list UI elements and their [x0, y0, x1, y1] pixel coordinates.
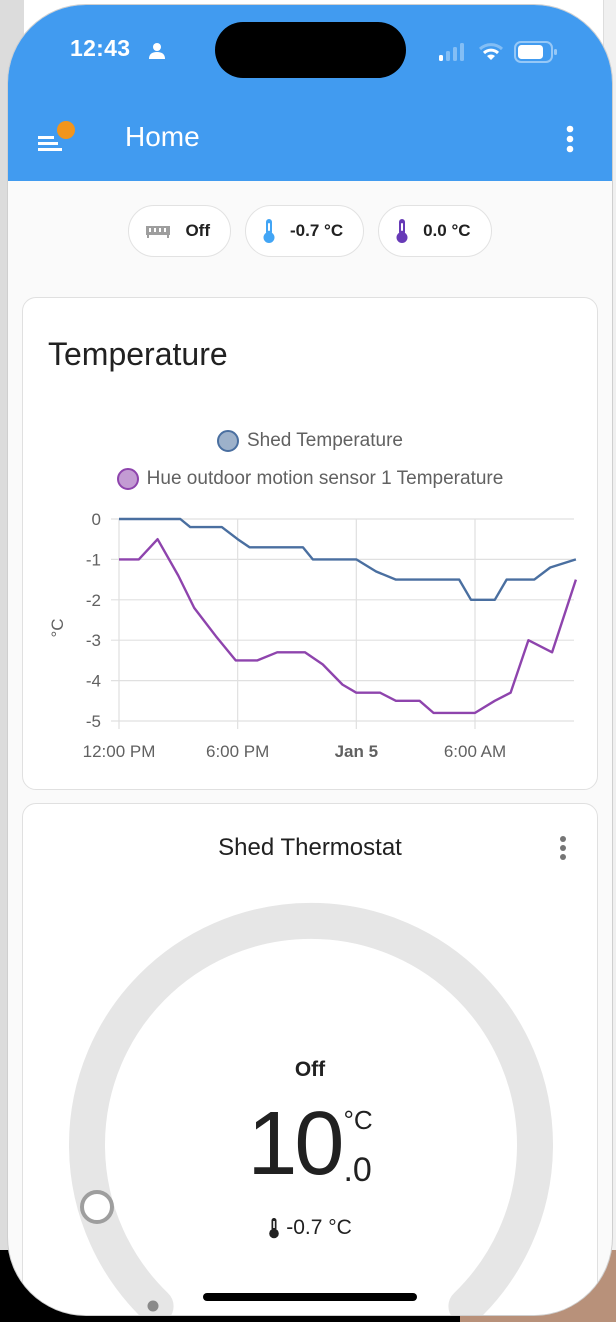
series-line: [119, 517, 577, 601]
app-bar: 12:43: [8, 5, 612, 181]
target-integer: 10: [247, 1094, 344, 1194]
dial-handle[interactable]: [80, 1190, 114, 1224]
signal-icon: [438, 42, 468, 67]
legend-label: Shed Temperature: [247, 430, 403, 451]
page-title: Home: [125, 121, 200, 152]
target-temperature: 10 °C .0: [23, 1099, 597, 1189]
svg-text:-5: -5: [86, 712, 101, 731]
y-axis-ticks: 0 -1 -2 -3 -4 -5: [86, 510, 101, 731]
svg-text:-4: -4: [86, 672, 101, 691]
chart-series: [119, 517, 578, 715]
home-indicator[interactable]: [203, 1293, 417, 1301]
chip-label: -0.7 °C: [290, 221, 344, 240]
thermometer-icon: [396, 219, 408, 243]
chip-label: Off: [185, 221, 210, 240]
thermostat-card: Shed Thermostat Off 10 °C .0 -0.7 °C: [22, 803, 598, 1315]
chart-grid: [111, 518, 574, 729]
temperature-history-card[interactable]: Temperature Shed Temperature Hue outdoor…: [22, 297, 598, 790]
chip-outdoor-temperature[interactable]: 0.0 °C: [378, 205, 492, 257]
legend-item-shed[interactable]: Shed Temperature: [23, 422, 597, 460]
status-time: 12:43: [70, 35, 131, 61]
svg-text:12:00 PM: 12:00 PM: [83, 742, 156, 761]
current-temperature: -0.7 °C: [23, 1216, 597, 1240]
battery-icon: [514, 41, 558, 68]
menu-icon: [38, 136, 62, 151]
dial-min-marker: [147, 1300, 159, 1312]
radiator-icon: [146, 226, 171, 238]
entity-chips: Off -0.7 °C 0.0 °C: [8, 205, 612, 257]
chip-label: 0.0 °C: [423, 221, 471, 240]
chip-shed-temperature[interactable]: -0.7 °C: [245, 205, 365, 257]
svg-text:6:00 PM: 6:00 PM: [206, 742, 269, 761]
svg-text:-2: -2: [86, 591, 101, 610]
menu-button[interactable]: [36, 120, 76, 156]
more-vert-icon: [566, 125, 574, 153]
thermostat-title: Shed Thermostat: [218, 834, 402, 861]
target-decimal: .0: [343, 1151, 372, 1189]
dial-track: [69, 902, 553, 1315]
legend-label: Hue outdoor motion sensor 1 Temperature: [146, 468, 504, 489]
legend-swatch-icon: [217, 430, 239, 452]
svg-text:-1: -1: [86, 550, 101, 569]
series-line: [119, 537, 578, 715]
thermostat-dial[interactable]: [23, 804, 599, 1315]
legend-swatch-icon: [116, 468, 139, 490]
svg-text:-3: -3: [86, 631, 101, 650]
more-vert-icon: [560, 836, 566, 860]
y-axis-label: °C: [48, 618, 67, 637]
legend-item-hue[interactable]: Hue outdoor motion sensor 1 Temperature: [23, 460, 597, 498]
svg-text:Jan 5: Jan 5: [335, 742, 378, 761]
svg-text:0: 0: [92, 510, 101, 529]
chip-thermostat-mode[interactable]: Off: [128, 205, 231, 257]
notification-badge: [57, 121, 75, 139]
temperature-line-chart[interactable]: 0-1-2-3-4-5 12:00 PM 6:00 PM Jan 5 6:00 AM …: [23, 298, 599, 791]
chart-legend: Shed Temperature Hue outdoor motion sens…: [23, 422, 597, 498]
thermostat-more-button[interactable]: [553, 832, 573, 864]
person-icon: [148, 42, 166, 65]
wifi-icon: [478, 42, 504, 67]
thermometer-icon: [263, 219, 275, 243]
hvac-mode: Off: [294, 1058, 326, 1081]
svg-text:6:00 AM: 6:00 AM: [444, 742, 506, 761]
target-unit: °C: [343, 1105, 373, 1135]
thermometer-icon: [269, 1218, 280, 1239]
card-title: Temperature: [48, 336, 228, 372]
phone-screen: 12:43: [8, 5, 612, 1315]
overflow-menu-button[interactable]: [558, 121, 582, 157]
x-axis-ticks: 12:00 PM 6:00 PM Jan 5 6:00 AM: [83, 742, 507, 761]
current-temperature-value: -0.7 °C: [286, 1216, 352, 1239]
dynamic-island: [215, 22, 406, 78]
status-icons: [438, 41, 558, 68]
